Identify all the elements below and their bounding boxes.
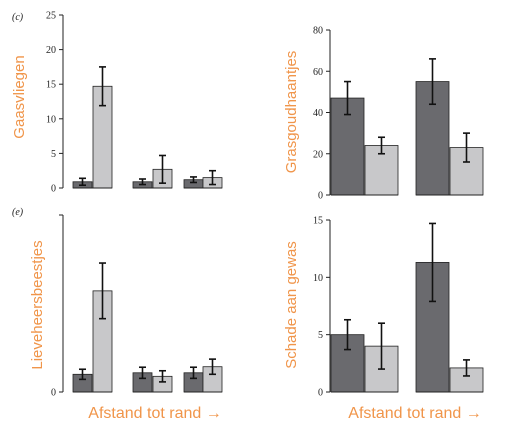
panel-lieveheersbeestjes: 0 Lieveheersbeestjes (e) Afstand tot rand → (12, 207, 223, 422)
y-tick-label: 15 (313, 216, 323, 227)
panel-grasgoudhaantjes: 0 20 40 60 80 Grasgoudhaantjes (283, 26, 484, 202)
y-tick-label: 25 (46, 11, 56, 22)
y-tick-label: 15 (46, 80, 56, 91)
y-tick-label: 0 (51, 184, 56, 195)
x-axis-label: Afstand tot rand → (348, 405, 481, 422)
y-tick-label: 20 (313, 149, 323, 160)
y-axis-label: Gaasvliegen (11, 55, 28, 138)
y-tick-label: 0 (318, 191, 323, 202)
y-tick-label: 0 (51, 388, 56, 399)
y-tick-label: 40 (313, 108, 323, 119)
y-axis-label: Lieveheersbeestjes (29, 240, 46, 369)
y-tick-label: 80 (313, 26, 323, 37)
y-axis-label: Grasgoudhaantjes (283, 51, 300, 174)
panel-letter: (c) (12, 12, 24, 23)
y-tick-label: 20 (46, 45, 56, 56)
y-axis-label: Schade aan gewas (283, 241, 300, 369)
y-tick-label: 5 (318, 330, 323, 341)
x-axis-label: Afstand tot rand → (88, 405, 221, 422)
panel-schade-aan-gewas: 0 5 10 15 Schade aan gewas Afstand tot rand → (283, 216, 484, 422)
y-tick-label: 0 (318, 388, 323, 399)
y-tick-label: 5 (51, 149, 56, 160)
panel-gaasvliegen: 0 5 10 15 20 25 Gaasvliegen (c) (11, 11, 223, 195)
panel-letter: (e) (12, 207, 24, 218)
y-tick-label: 10 (313, 273, 323, 284)
y-tick-label: 60 (313, 67, 323, 78)
y-tick-label: 10 (46, 114, 56, 125)
bar (364, 145, 399, 196)
